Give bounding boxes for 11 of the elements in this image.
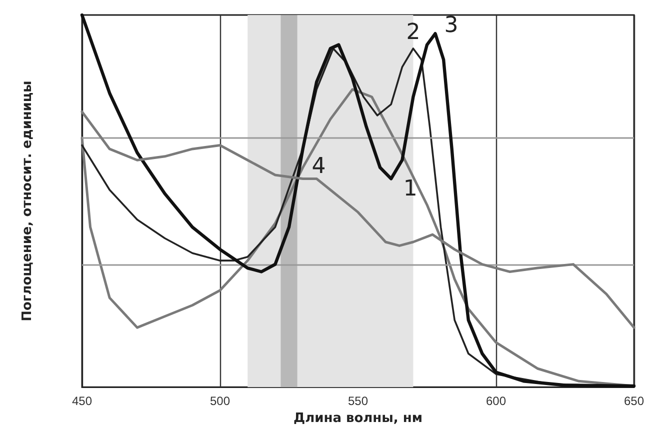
series-label: 2: [406, 20, 420, 45]
x-tick-label: 500: [210, 394, 230, 408]
series-label: 3: [444, 13, 458, 38]
x-tick-label: 600: [486, 394, 506, 408]
x-tick-label: 450: [72, 394, 92, 408]
x-axis-title: Длина волны, нм: [294, 411, 422, 426]
series-label: 1: [403, 176, 418, 202]
series-label: 4: [312, 154, 326, 180]
x-tick-label: 550: [348, 394, 368, 408]
x-tick-label: 650: [624, 394, 644, 408]
y-axis-title: Поглощение, относит. единицы: [20, 80, 35, 322]
